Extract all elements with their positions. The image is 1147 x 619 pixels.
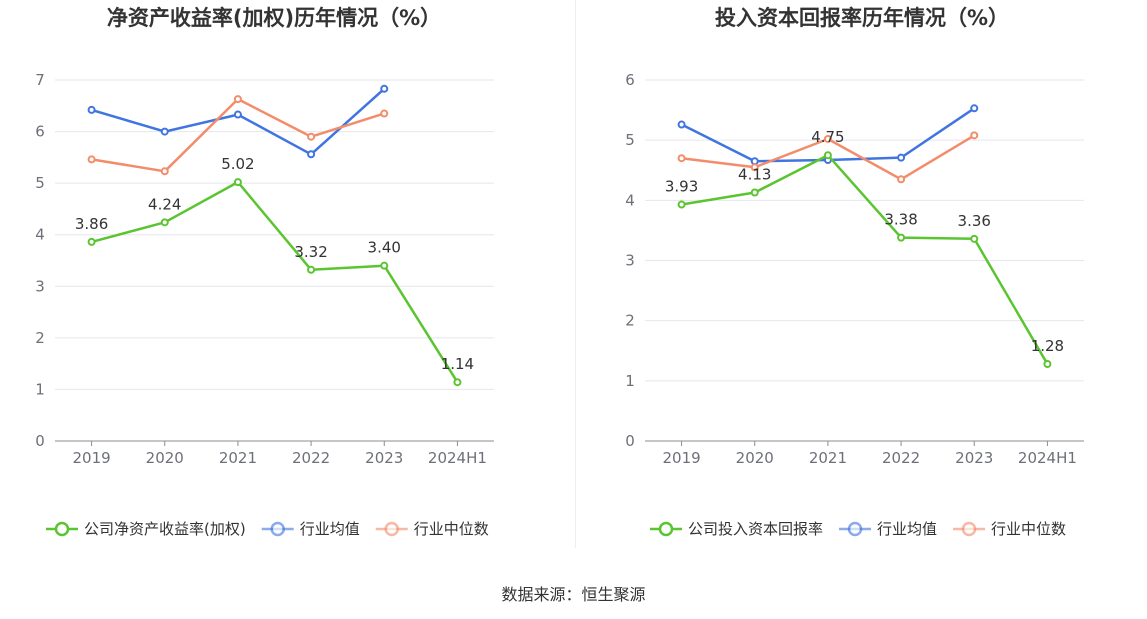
legend-item: 行业中位数 [375, 520, 489, 538]
chart-title: 投入资本回报率历年情况（%） [715, 6, 1009, 30]
y-tick-label: 2 [625, 312, 635, 330]
series-line-company [91, 180, 459, 383]
data-point-industry_avg [677, 120, 686, 129]
data-point-company [87, 237, 96, 246]
legend-label: 公司投入资本回报率 [688, 520, 823, 538]
data-label: 3.86 [75, 215, 108, 233]
legend-marker [961, 521, 977, 537]
legend-marker [270, 521, 285, 537]
data-point-company [233, 178, 242, 187]
y-tick-label: 4 [625, 191, 635, 209]
data-label: 1.28 [1031, 337, 1064, 355]
x-tick-label: 2019 [662, 449, 700, 467]
data-label: 3.40 [368, 239, 401, 257]
panel-divider [575, 0, 576, 548]
legend-item: 行业中位数 [953, 520, 1066, 538]
roic-chart: 投入资本回报率历年情况（%） 0 1 2 3 4 5 6 2019 2020 2021 2022 202… [625, 6, 1084, 538]
y-tick-label: 0 [625, 432, 635, 450]
data-point-company [160, 218, 169, 227]
data-point-industry_median [897, 175, 906, 184]
legend-label: 行业中位数 [414, 520, 489, 538]
data-point-industry_median [233, 95, 242, 104]
data-point-industry_median [823, 134, 832, 143]
roe-chart-panel: 净资产收益率(加权)历年情况（%） 0 1 2 3 4 5 6 7 2019 2020 2021 202… [0, 0, 574, 560]
chart-title: 净资产收益率(加权)历年情况（%） [107, 6, 441, 30]
legend-item: 公司净资产收益率(加权) [46, 520, 246, 538]
legend-label: 行业均值 [877, 520, 937, 538]
y-tick-label: 3 [35, 277, 45, 295]
legend-item: 公司投入资本回报率 [650, 520, 823, 538]
roe-chart: 净资产收益率(加权)历年情况（%） 0 1 2 3 4 5 6 7 2019 2020 2021 202… [35, 6, 494, 538]
y-tick-label: 7 [35, 71, 45, 89]
data-point-industry_avg [307, 150, 316, 159]
data-point-industry_avg [970, 104, 979, 113]
legend-marker [54, 521, 70, 537]
legend-marker [384, 521, 399, 537]
legend-item: 行业均值 [261, 520, 360, 538]
x-tick-label: 2023 [365, 449, 403, 467]
data-point-industry_avg [897, 153, 906, 162]
x-tick-label: 2024H1 [1018, 449, 1077, 467]
x-tick-label: 2021 [219, 449, 257, 467]
data-label: 3.38 [884, 211, 917, 229]
data-point-industry_median [380, 109, 389, 118]
y-tick-label: 5 [35, 174, 45, 192]
data-point-company [453, 378, 462, 387]
data-label: 5.02 [221, 155, 254, 173]
data-point-industry_median [87, 155, 96, 164]
data-point-company [970, 234, 979, 243]
y-tick-label: 1 [625, 372, 635, 390]
data-label: 4.13 [738, 166, 771, 184]
data-point-company [307, 265, 316, 274]
legend-label: 行业中位数 [991, 520, 1066, 538]
legend-label: 行业均值 [300, 520, 360, 538]
legend-marker [658, 521, 674, 537]
series-line-company [681, 153, 1049, 365]
legend-label: 公司净资产收益率(加权) [84, 520, 246, 538]
x-tick-label: 2019 [72, 449, 110, 467]
y-tick-label: 2 [35, 329, 45, 347]
data-point-industry_median [970, 131, 979, 140]
x-tick-label: 2021 [809, 449, 847, 467]
data-point-company [380, 261, 389, 270]
roic-chart-panel: 投入资本回报率历年情况（%） 0 1 2 3 4 5 6 2019 2020 2021 2022 202… [576, 0, 1147, 560]
y-tick-label: 0 [35, 432, 45, 450]
y-tick-label: 5 [625, 131, 635, 149]
data-point-industry_median [677, 154, 686, 163]
x-tick-label: 2022 [292, 449, 330, 467]
data-label: 4.75 [811, 128, 844, 146]
x-tick-label: 2022 [882, 449, 920, 467]
data-point-industry_avg [160, 127, 169, 136]
x-tick-label: 2023 [955, 449, 993, 467]
data-point-industry_avg [87, 105, 96, 114]
y-tick-label: 6 [625, 71, 635, 89]
data-label: 4.24 [148, 195, 181, 213]
data-label: 3.93 [665, 178, 698, 196]
data-label: 3.32 [294, 243, 327, 261]
data-point-industry_median [160, 167, 169, 176]
data-point-company [677, 200, 686, 209]
x-tick-label: 2020 [736, 449, 774, 467]
data-point-industry_median [307, 132, 316, 141]
data-point-company [823, 151, 832, 160]
data-point-industry_avg [233, 110, 242, 119]
data-point-industry_avg [380, 84, 389, 93]
legend-marker [847, 521, 863, 537]
data-label: 1.14 [441, 355, 474, 373]
data-point-industry_median [750, 163, 759, 172]
x-tick-label: 2020 [146, 449, 184, 467]
y-tick-label: 1 [35, 380, 45, 398]
data-label: 3.36 [958, 212, 991, 230]
data-point-company [750, 188, 759, 197]
data-source-note: 数据来源：恒生聚源 [501, 585, 646, 604]
data-point-company [1043, 359, 1052, 368]
y-tick-label: 6 [35, 123, 45, 141]
data-point-company [897, 233, 906, 242]
y-tick-label: 3 [625, 252, 635, 270]
x-tick-label: 2024H1 [428, 449, 487, 467]
y-tick-label: 4 [35, 226, 45, 244]
legend-item: 行业均值 [839, 520, 937, 538]
